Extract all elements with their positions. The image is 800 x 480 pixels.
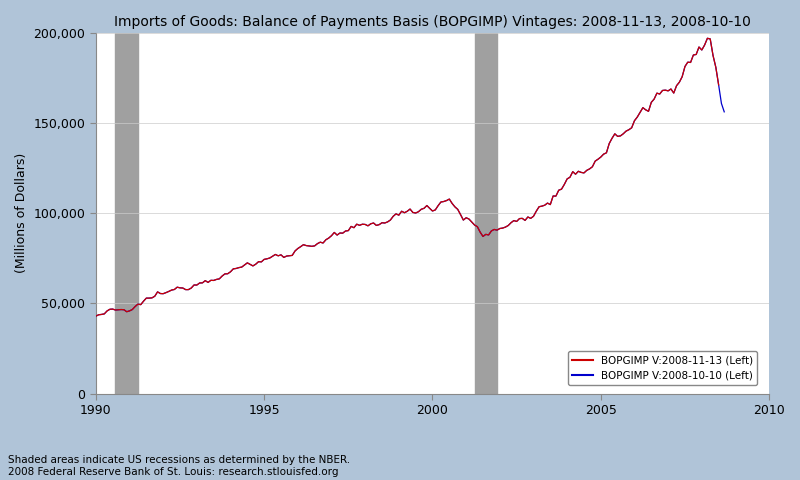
Legend: BOPGIMP V:2008-11-13 (Left), BOPGIMP V:2008-10-10 (Left): BOPGIMP V:2008-11-13 (Left), BOPGIMP V:2… (567, 351, 757, 385)
Bar (474, 33, 497, 394)
Title: Imports of Goods: Balance of Payments Basis (BOPGIMP) Vintages: 2008-11-13, 2008: Imports of Goods: Balance of Payments Ba… (114, 15, 751, 29)
Text: Shaded areas indicate US recessions as determined by the NBER.: Shaded areas indicate US recessions as d… (8, 455, 350, 465)
Text: 2008 Federal Reserve Bank of St. Louis: research.stlouisfed.org: 2008 Federal Reserve Bank of St. Louis: … (8, 467, 338, 477)
Y-axis label: (Millions of Dollars): (Millions of Dollars) (15, 153, 28, 274)
Bar (115, 33, 138, 394)
